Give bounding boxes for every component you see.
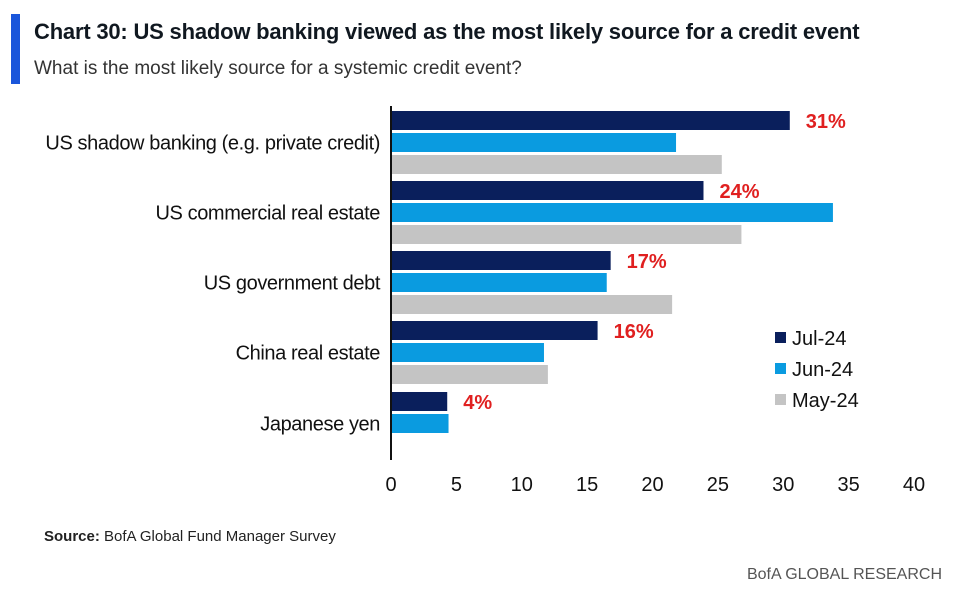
bar-jul-24-4 [391,392,448,411]
x-tick-label: 40 [903,474,925,496]
legend-swatch-jul-24 [775,332,786,343]
bar-jun-24-0 [391,133,677,152]
bar-jun-24-3 [391,343,544,362]
data-label: 24% [719,181,759,203]
x-tick-label: 5 [451,474,462,496]
legend-label: Jun-24 [792,359,853,381]
x-tick-label: 20 [641,474,663,496]
x-tick-label: 0 [385,474,396,496]
x-tick-label: 10 [511,474,533,496]
data-label: 17% [627,251,667,273]
chart-title: Chart 30: US shadow banking viewed as th… [34,19,860,44]
bar-jun-24-4 [391,414,449,433]
data-label: 4% [463,392,492,414]
footer-brand: BofA GLOBAL RESEARCH [746,566,942,583]
category-label: US commercial real estate [155,203,380,225]
bar-jul-24-2 [391,251,611,270]
category-label: US government debt [204,273,381,295]
source-note: Source: BofA Global Fund Manager Survey [44,528,336,545]
source-label: Source: [44,528,100,545]
legend-label: Jul-24 [792,328,846,350]
bar-jun-24-2 [391,273,607,292]
category-label: US shadow banking (e.g. private credit) [45,133,380,155]
legend-swatch-jun-24 [775,363,786,374]
bar-may-24-0 [391,155,722,174]
bar-jun-24-1 [391,203,833,222]
source-text: BofA Global Fund Manager Survey [104,528,336,545]
x-tick-label: 15 [576,474,598,496]
category-label: Japanese yen [260,414,380,436]
bar-jul-24-1 [391,181,704,200]
chart-subtitle: What is the most likely source for a sys… [34,58,522,79]
bar-jul-24-3 [391,321,598,340]
category-label: China real estate [236,343,381,365]
legend-label: May-24 [792,390,859,412]
x-tick-label: 35 [838,474,860,496]
legend-swatch-may-24 [775,394,786,405]
title-accent-bar [11,14,20,84]
bar-may-24-1 [391,225,742,244]
data-label: 31% [806,111,846,133]
bar-may-24-3 [391,365,548,384]
bar-may-24-2 [391,295,673,314]
x-tick-label: 25 [707,474,729,496]
bar-jul-24-0 [391,111,790,130]
data-label: 16% [614,321,654,343]
x-tick-label: 30 [772,474,794,496]
